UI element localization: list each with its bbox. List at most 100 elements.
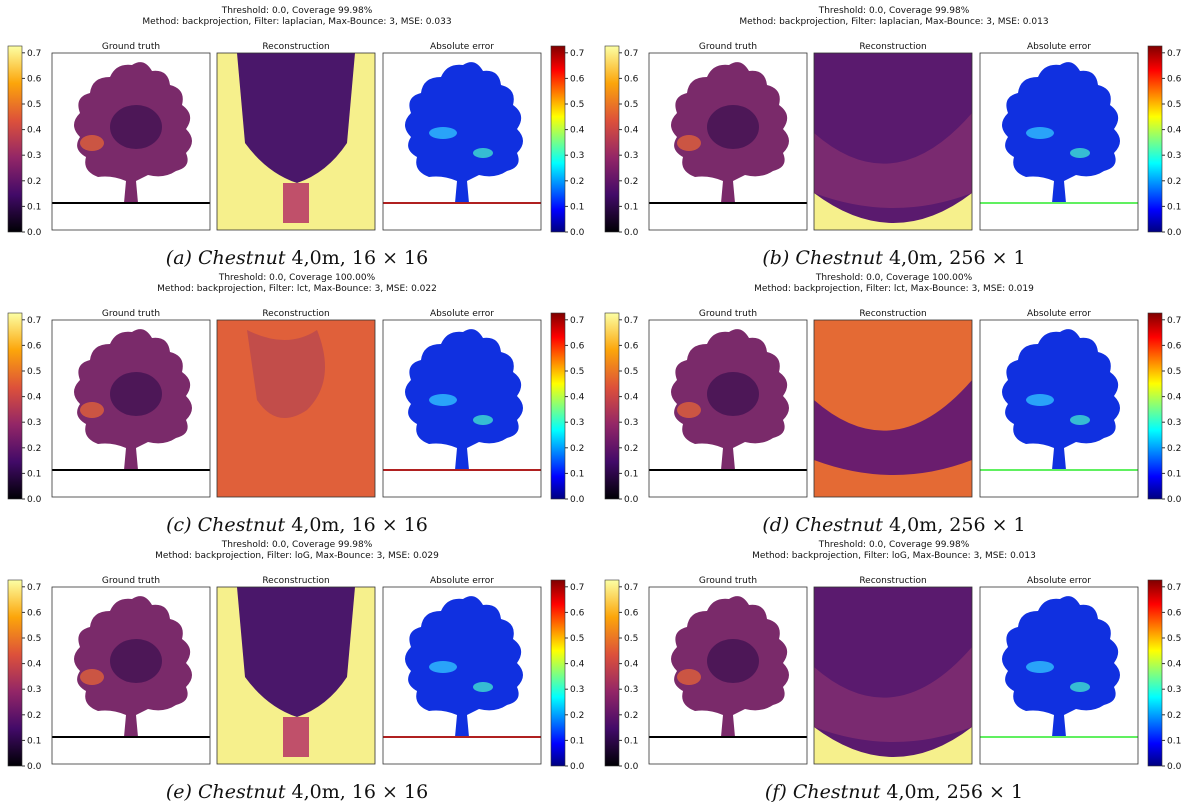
method-line: Method: backprojection, Filter: loG, Max… bbox=[155, 551, 439, 561]
subplot-title: Absolute error bbox=[430, 42, 494, 52]
colorbar-tick-label: 0.4 bbox=[27, 393, 42, 403]
caption-name: Chestnut bbox=[793, 781, 881, 803]
colorbar-tick-label: 0.4 bbox=[570, 393, 585, 403]
colorbar-tick-label: 0.0 bbox=[1167, 228, 1182, 238]
caption-name: Chestnut bbox=[198, 247, 286, 269]
colorbar-tick-label: 0.2 bbox=[624, 444, 638, 454]
colorbar-tick-label: 0.5 bbox=[570, 634, 584, 644]
recon-trunk bbox=[283, 717, 309, 757]
error-spot bbox=[1026, 394, 1054, 406]
method-line: Method: backprojection, Filter: loG, Max… bbox=[752, 551, 1036, 561]
caption-label: (d) bbox=[762, 514, 789, 536]
image-frame bbox=[813, 586, 973, 765]
colorbar bbox=[7, 45, 23, 233]
colorbar-tick-label: 0.2 bbox=[570, 711, 584, 721]
colorbar-tick-label: 0.1 bbox=[27, 202, 41, 212]
colorbar-tick-label: 0.0 bbox=[570, 495, 585, 505]
caption: (d) Chestnut 4,0m, 256 × 1 bbox=[762, 514, 1025, 536]
image bbox=[813, 52, 973, 231]
error-spot bbox=[429, 127, 457, 139]
colorbar bbox=[604, 312, 620, 500]
image bbox=[382, 52, 542, 231]
recon-blob bbox=[814, 647, 972, 742]
colorbar-tick-label: 0.2 bbox=[624, 711, 638, 721]
recon-blob bbox=[814, 380, 972, 475]
colorbar-tick-label: 0.3 bbox=[27, 151, 41, 161]
caption-label: (c) bbox=[166, 514, 191, 536]
panel: Threshold: 0.0, Coverage 99.98%Method: b… bbox=[7, 6, 585, 269]
image-frame bbox=[979, 52, 1139, 231]
image bbox=[216, 52, 376, 231]
colorbar-tick-label: 0.0 bbox=[570, 228, 585, 238]
colorbar-tick-label: 0.7 bbox=[570, 316, 584, 326]
method-line: Method: backprojection, Filter: lct, Max… bbox=[157, 284, 437, 294]
colorbar-tick-label: 0.0 bbox=[570, 762, 585, 772]
image-frame bbox=[979, 319, 1139, 498]
image bbox=[979, 319, 1139, 498]
recon-blob bbox=[237, 53, 355, 183]
colorbar-tick-label: 0.1 bbox=[624, 202, 638, 212]
image-frame bbox=[979, 586, 1139, 765]
threshold-line: Threshold: 0.0, Coverage 99.98% bbox=[221, 6, 373, 16]
subplot-title: Absolute error bbox=[430, 309, 494, 319]
tree-shade bbox=[110, 105, 162, 149]
colorbar-tick-label: 0.6 bbox=[27, 608, 42, 618]
colorbar-tick-label: 0.6 bbox=[624, 341, 639, 351]
caption-label: (b) bbox=[762, 247, 789, 269]
colorbar-tick-label: 0.1 bbox=[27, 736, 41, 746]
error-spot bbox=[473, 682, 493, 692]
subplot-title: Absolute error bbox=[1027, 576, 1091, 586]
subplot-title: Ground truth bbox=[102, 309, 160, 319]
caption-detail: 4,0m, 16 × 16 bbox=[291, 514, 428, 536]
colorbar-tick-label: 0.4 bbox=[1167, 126, 1182, 136]
colorbar-tick-label: 0.7 bbox=[570, 49, 584, 59]
colorbar-tick-label: 0.5 bbox=[624, 634, 638, 644]
tree-shade bbox=[707, 639, 759, 683]
colorbar-tick-label: 0.4 bbox=[624, 660, 639, 670]
caption-label: (f) bbox=[765, 781, 787, 803]
colorbar-tick-label: 0.4 bbox=[1167, 660, 1182, 670]
colorbar-tick-label: 0.2 bbox=[570, 177, 584, 187]
image-frame bbox=[382, 52, 542, 231]
image-frame bbox=[51, 586, 211, 765]
colorbar-tick-label: 0.0 bbox=[27, 762, 42, 772]
colorbar-tick-label: 0.0 bbox=[624, 762, 639, 772]
colorbar-tick-label: 0.3 bbox=[624, 151, 638, 161]
error-spot bbox=[1070, 148, 1090, 158]
colorbar bbox=[7, 579, 23, 767]
colorbar-tick-label: 0.6 bbox=[1167, 341, 1182, 351]
colorbar-tick-label: 0.1 bbox=[27, 469, 41, 479]
colorbar-tick-label: 0.6 bbox=[624, 608, 639, 618]
colorbar-tick-label: 0.3 bbox=[624, 685, 638, 695]
tree-shade bbox=[707, 105, 759, 149]
caption-label: (a) bbox=[166, 247, 192, 269]
error-spot bbox=[473, 415, 493, 425]
colorbar-tick-label: 0.7 bbox=[1167, 583, 1181, 593]
subplot-title: Reconstruction bbox=[859, 42, 926, 52]
colorbar-tick-label: 0.7 bbox=[624, 583, 638, 593]
colorbar bbox=[550, 45, 566, 233]
colorbar-tick-label: 0.0 bbox=[624, 228, 639, 238]
error-spot bbox=[1026, 661, 1054, 673]
error-spot bbox=[1026, 127, 1054, 139]
colorbar-tick-label: 0.1 bbox=[1167, 736, 1181, 746]
caption-detail: 4,0m, 256 × 1 bbox=[886, 781, 1023, 803]
colorbar-tick-label: 0.2 bbox=[1167, 444, 1181, 454]
colorbar-tick-label: 0.4 bbox=[624, 393, 639, 403]
panel: Threshold: 0.0, Coverage 99.98%Method: b… bbox=[604, 6, 1182, 269]
colorbar-tick-label: 0.2 bbox=[27, 177, 41, 187]
caption-name: Chestnut bbox=[198, 514, 286, 536]
colorbar bbox=[550, 579, 566, 767]
error-spot bbox=[1070, 682, 1090, 692]
image bbox=[813, 586, 973, 765]
image bbox=[979, 586, 1139, 765]
colorbar-tick-label: 0.5 bbox=[27, 100, 41, 110]
colorbar-tick-label: 0.2 bbox=[27, 444, 41, 454]
tree-shade bbox=[677, 669, 701, 685]
colorbar-tick-label: 0.5 bbox=[1167, 100, 1181, 110]
tree-shade bbox=[707, 372, 759, 416]
colorbar-tick-label: 0.4 bbox=[1167, 393, 1182, 403]
caption-name: Chestnut bbox=[795, 247, 883, 269]
image bbox=[382, 586, 542, 765]
colorbar-tick-label: 0.1 bbox=[624, 469, 638, 479]
